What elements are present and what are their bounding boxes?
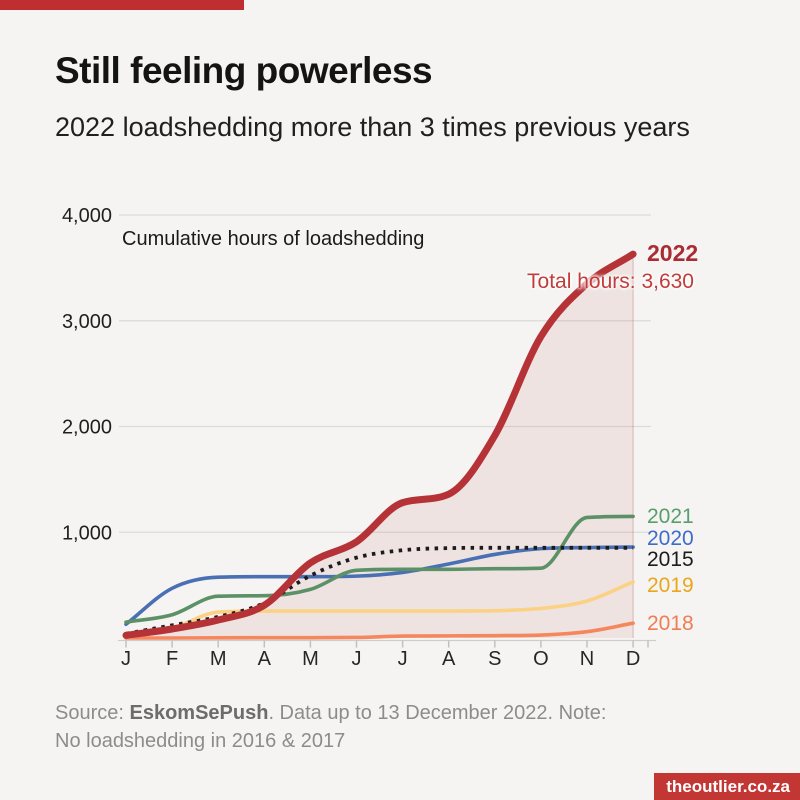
xtick-label-A: A <box>442 648 456 670</box>
accent-top-bar <box>0 0 244 10</box>
xtick-label-J: J <box>398 648 408 670</box>
total-hours-annotation: Total hours: 3,630 <box>527 270 694 293</box>
ytick-label-3000: 3,000 <box>62 311 112 333</box>
series-label-2020: 2020 <box>647 527 694 550</box>
xtick-label-S: S <box>488 648 501 670</box>
series-label-2015: 2015 <box>647 548 694 571</box>
series-label-2019: 2019 <box>647 574 694 597</box>
xtick-label-J: J <box>352 648 362 670</box>
xtick-label-A: A <box>258 648 272 670</box>
ytick-label-2000: 2,000 <box>62 417 112 439</box>
series-line-2021 <box>124 514 635 624</box>
xtick-label-O: O <box>533 648 549 670</box>
ytick-label-4000: 4,000 <box>62 205 112 227</box>
source-name: EskomSePush <box>129 702 269 724</box>
site-badge: theoutlier.co.za <box>654 773 800 800</box>
page-title: Still feeling powerless <box>55 50 433 91</box>
xtick-label-J: J <box>121 648 131 670</box>
xtick-label-M: M <box>210 648 227 670</box>
site-badge-label: theoutlier.co.za <box>666 776 790 796</box>
xtick-label-N: N <box>580 648 594 670</box>
source-suffix: . Data up to 13 December 2022. Note: <box>268 702 607 724</box>
series-label-2022: 2022 <box>647 240 699 266</box>
xtick-label-D: D <box>626 648 640 670</box>
series-label-2021: 2021 <box>647 505 694 528</box>
xtick-label-F: F <box>166 648 178 670</box>
source-prefix: Source: <box>55 702 130 724</box>
series-line-2015 <box>125 545 634 636</box>
series-line-2019 <box>124 580 635 640</box>
ytick-label-1000: 1,000 <box>62 522 112 544</box>
series-line-2018 <box>124 621 635 640</box>
source-note: Source: EskomSePush. Data up to 13 Decem… <box>55 699 755 755</box>
source-note-line2: No loadshedding in 2016 & 2017 <box>55 730 346 752</box>
chart-inner-title: Cumulative hours of loadshedding <box>122 228 425 250</box>
area-fill-2022 <box>126 254 634 638</box>
page-subtitle: 2022 loadshedding more than 3 times prev… <box>55 112 690 142</box>
series-line-2022 <box>122 250 637 639</box>
series-label-2018: 2018 <box>647 612 694 635</box>
xtick-label-M: M <box>302 648 319 670</box>
